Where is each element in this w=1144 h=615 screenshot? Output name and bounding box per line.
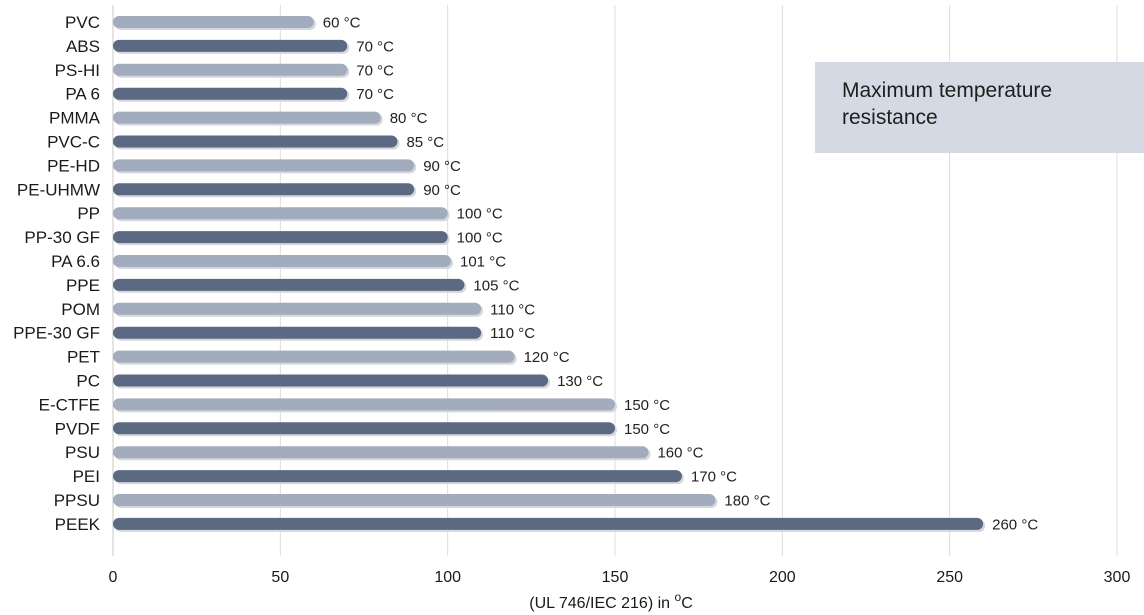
x-axis-title: (UL 746/IEC 216) in oC — [529, 590, 693, 612]
value-label: 70 °C — [356, 86, 394, 103]
value-label: 90 °C — [423, 158, 461, 175]
bar-pei — [113, 470, 682, 483]
value-label: 60 °C — [323, 15, 361, 32]
value-label: 170 °C — [691, 469, 737, 486]
x-axis-title-degree: o — [675, 590, 682, 604]
value-label: 105 °C — [473, 277, 519, 294]
category-labels: PVC ABS PS-HI PA 6 PMMA PVC-C PE-HD PE-UHMW PP PP… — [13, 13, 101, 534]
bar-pmma — [113, 111, 381, 124]
category-label: PS-HI — [55, 61, 100, 80]
category-label: PPE — [66, 276, 100, 295]
bar-ppsu — [113, 494, 716, 506]
bar-pa-6-6 — [113, 255, 452, 267]
x-tick-label: 300 — [1104, 569, 1131, 586]
value-label: 160 °C — [657, 445, 703, 462]
legend-box: Maximum temperature resistance — [815, 62, 1144, 153]
bar-pe-hd — [113, 159, 415, 172]
category-label: PVC — [65, 13, 100, 32]
category-label: PE-HD — [47, 156, 100, 175]
value-label: 120 °C — [524, 349, 570, 366]
value-label: 85 °C — [406, 134, 444, 151]
legend-text: Maximum temperature resistance — [842, 79, 1053, 129]
bar-ps-hi — [113, 63, 348, 76]
category-label: PVC-C — [47, 133, 100, 152]
value-label: 150 °C — [624, 397, 670, 414]
value-label: 100 °C — [457, 206, 503, 223]
category-label: ABS — [66, 37, 100, 56]
bar-pom — [113, 302, 482, 315]
bar-psu — [113, 446, 649, 459]
value-labels: 60 °C 70 °C 70 °C 70 °C 80 °C 85 °C 90 °C 90 °C… — [323, 15, 1039, 534]
value-label: 100 °C — [457, 230, 503, 247]
value-label: 110 °C — [490, 301, 535, 318]
x-axis-title-main: (UL 746/IEC 216) in — [529, 595, 674, 612]
x-tick-label: 250 — [936, 569, 963, 586]
x-tick-label: 100 — [434, 569, 461, 586]
bar-ppe — [113, 278, 465, 291]
bar-abs — [113, 39, 348, 52]
bar-pc — [113, 374, 549, 387]
category-label: PPE-30 GF — [13, 324, 100, 343]
category-label: PE-UHMW — [17, 180, 100, 199]
bar-pa-6 — [113, 87, 348, 100]
value-label: 180 °C — [724, 493, 770, 510]
bar-pvc-c — [113, 135, 398, 148]
category-label: PVDF — [55, 419, 100, 438]
category-label: PSU — [65, 443, 100, 462]
bars-group — [113, 16, 986, 532]
value-label: 70 °C — [356, 38, 394, 55]
category-label: PPSU — [54, 491, 100, 510]
category-label: E-CTFE — [39, 395, 100, 414]
category-label: PA 6 — [65, 85, 100, 104]
value-label: 90 °C — [423, 182, 461, 199]
value-label: 70 °C — [356, 62, 394, 79]
bar-e-ctfe — [113, 398, 615, 411]
category-label: POM — [61, 300, 100, 319]
category-label: PP — [77, 204, 100, 223]
value-label: 150 °C — [624, 421, 670, 438]
category-label: PA 6.6 — [51, 252, 100, 271]
value-label: 80 °C — [390, 110, 428, 127]
x-tick-label: 50 — [271, 569, 289, 586]
category-label: PC — [76, 372, 100, 391]
value-label: 101 °C — [460, 254, 506, 271]
bar-pvc — [113, 16, 314, 28]
x-tick-labels: 0 50 100 150 200 250 300 — [109, 569, 1131, 586]
bar-pvdf — [113, 422, 615, 435]
bar-peek — [113, 517, 984, 530]
category-label: PEEK — [55, 515, 101, 534]
x-tick-label: 200 — [769, 569, 796, 586]
bar-pet — [113, 350, 515, 363]
value-label: 130 °C — [557, 373, 603, 390]
value-label: 260 °C — [992, 516, 1038, 533]
category-label: PMMA — [49, 109, 101, 128]
bar-pp — [113, 207, 448, 220]
bar-pp-30-gf — [113, 231, 448, 244]
category-label: PET — [67, 348, 100, 367]
value-label: 110 °C — [490, 325, 535, 342]
x-tick-label: 150 — [602, 569, 629, 586]
x-tick-label: 0 — [109, 569, 118, 586]
category-label: PP-30 GF — [24, 228, 100, 247]
bar-pe-uhmw — [113, 183, 415, 196]
x-axis-title-unit: C — [681, 595, 693, 612]
category-label: PEI — [73, 467, 100, 486]
bar-ppe-30-gf — [113, 326, 482, 339]
